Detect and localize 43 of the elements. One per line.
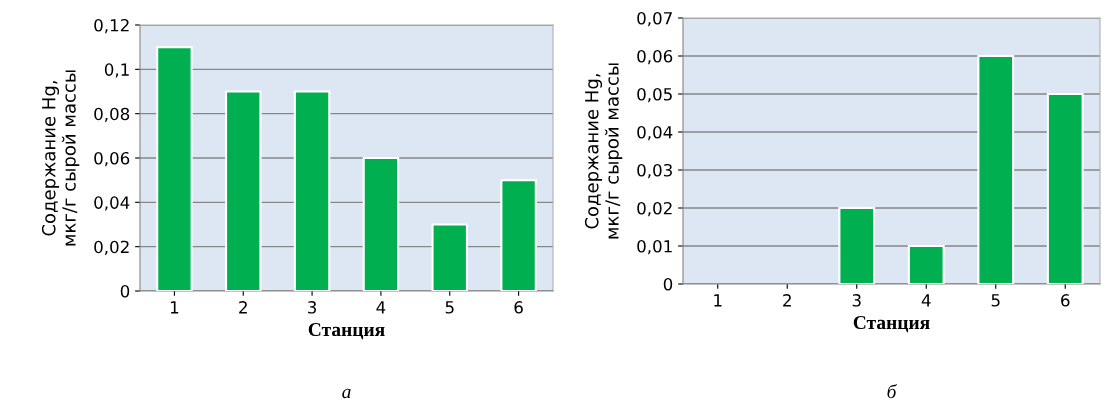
bar [838,206,876,284]
bar [156,46,193,291]
y-tick-label: 0,02 [94,240,129,255]
x-tick-label: 4 [376,301,386,314]
x-axis-title: Станция [308,323,385,340]
text: а [342,388,351,399]
y-axis-title: Содержание Hg, мкг/г сырой массы [584,63,623,239]
bar [431,223,468,291]
bar [907,244,945,284]
x-tick-label: 2 [783,294,791,307]
y-tick-label: 0,01 [637,239,672,255]
x-tick-label: 5 [445,301,454,314]
x-tick-label: 6 [514,301,523,314]
y-tick-label: 0,02 [637,201,672,217]
x-tick-label: 3 [308,301,317,314]
x-tick-label: 1 [714,294,722,307]
y-tick-label: 0,03 [637,163,672,179]
bar [977,54,1015,284]
x-tick-label: 4 [921,294,931,307]
y-tick-label: 0 [663,277,673,291]
x-tick-label: 5 [991,294,1000,307]
y-tick-label: 0,06 [637,49,673,65]
bar [225,90,262,291]
y-tick-label: 0,1 [104,63,129,78]
x-tick-label: 1 [170,301,179,314]
y-tick-label: 0,04 [637,125,673,141]
x-tick-label: 6 [1061,294,1070,307]
y-axis-title: Содержание Hg, мкг/г сырой массы [41,70,80,246]
y-tick-label: 0,12 [94,18,129,34]
y-tick-label: 0,07 [637,11,672,27]
y-tick-label: 0,08 [94,107,130,122]
y-tick-label: 0,04 [94,196,130,211]
bar [1046,92,1084,284]
bar [293,90,331,291]
text: б [887,384,897,399]
x-tick-label: 2 [239,301,247,314]
x-axis-title: Станция [853,316,930,333]
bar [362,156,400,291]
y-tick-label: 0,05 [637,87,672,103]
x-tick-label: 3 [852,294,861,307]
bar [500,179,537,291]
y-tick-label: 0 [120,284,130,298]
y-tick-label: 0,06 [94,151,130,167]
